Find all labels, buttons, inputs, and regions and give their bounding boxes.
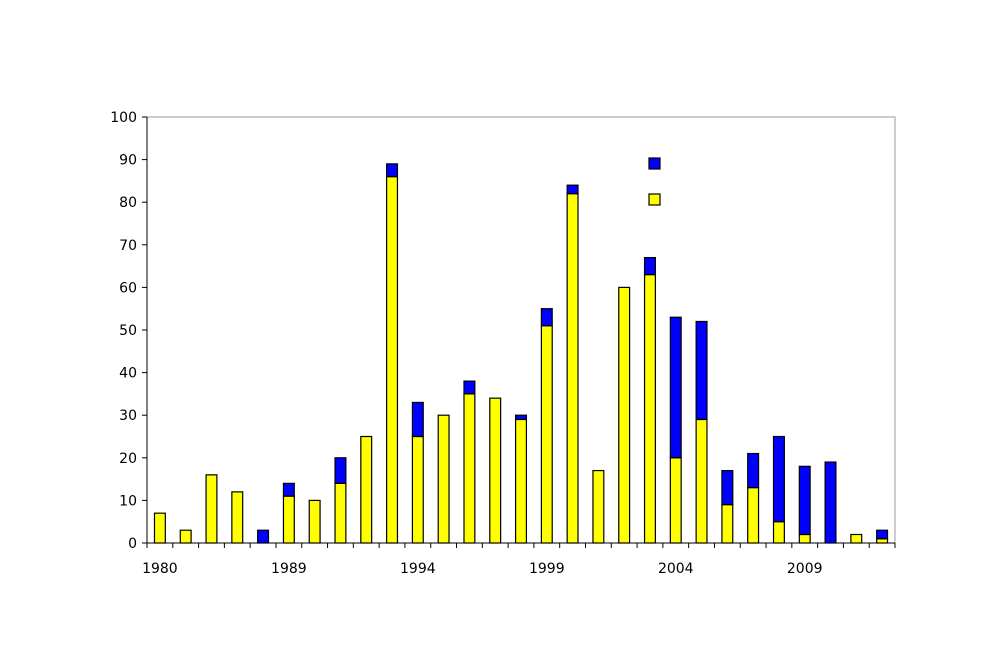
x-axis: 1980 1989 1994 1999 2004 2009 <box>142 542 896 577</box>
bar-segment-series-0 <box>205 474 218 544</box>
bar-segment-series-0 <box>231 491 244 544</box>
bar-segment-series-0 <box>798 533 811 544</box>
bar-segment-series-0 <box>360 435 373 544</box>
bar-segment-series-0 <box>540 325 553 544</box>
bar-segment-series-1 <box>463 380 476 395</box>
legend-swatch <box>648 193 661 206</box>
bar-segment-series-0 <box>282 495 295 544</box>
y-tick-label: 70 <box>119 238 137 254</box>
legend-swatch <box>648 157 661 170</box>
y-tick-label: 40 <box>119 366 137 382</box>
y-tick-label: 20 <box>119 451 137 467</box>
bar-segment-series-0 <box>463 393 476 544</box>
bar-segment-series-1 <box>386 163 399 178</box>
x-tick-label: 1989 <box>271 561 307 577</box>
y-tick-label: 10 <box>119 493 137 509</box>
bar-segment-series-1 <box>257 529 270 544</box>
bar-segment-series-1 <box>695 320 708 421</box>
bar-segment-series-1 <box>566 184 579 195</box>
bar-segment-series-0 <box>772 521 785 544</box>
bar-segment-series-0 <box>437 414 450 544</box>
y-tick-label: 30 <box>119 408 137 424</box>
bar-segment-series-1 <box>876 529 889 540</box>
bar-segment-series-0 <box>721 504 734 544</box>
bar-segment-series-1 <box>514 414 528 421</box>
bar-segment-series-1 <box>772 435 785 523</box>
bar-segment-series-0 <box>386 176 399 544</box>
bar-segment-series-1 <box>798 465 811 536</box>
bar-segment-series-0 <box>643 274 656 544</box>
bar-segment-series-0 <box>566 193 579 544</box>
y-tick-label: 50 <box>119 323 137 339</box>
y-tick-label: 90 <box>119 153 137 169</box>
bar-segment-series-0 <box>411 435 424 544</box>
bar-segment-series-1 <box>643 256 656 276</box>
bar-segment-series-0 <box>153 512 166 544</box>
x-tick-label: 1994 <box>400 561 436 577</box>
y-axis: 0 10 20 30 40 50 60 70 80 90 100 <box>110 110 148 552</box>
x-tick-label: 1999 <box>529 561 565 577</box>
bar-segment-series-1 <box>282 482 295 497</box>
bar-segment-series-1 <box>669 316 682 459</box>
bar-segment-series-0 <box>334 482 347 544</box>
bar-segment-series-0 <box>747 487 760 544</box>
bar-segment-series-1 <box>411 401 424 438</box>
bars-group <box>153 163 889 544</box>
bar-segment-series-0 <box>618 286 631 544</box>
bar-segment-series-1 <box>747 452 760 489</box>
bar-segment-series-1 <box>721 469 734 506</box>
bar-segment-series-0 <box>669 457 682 544</box>
bar-segment-series-1 <box>334 457 347 484</box>
bar-segment-series-0 <box>592 469 605 544</box>
x-tick-label: 2004 <box>658 561 694 577</box>
bar-segment-series-0 <box>514 418 528 544</box>
bar-segment-series-0 <box>695 418 708 544</box>
bar-segment-series-0 <box>850 533 863 544</box>
legend <box>648 157 661 206</box>
bar-segment-series-0 <box>876 538 889 544</box>
bar-segment-series-0 <box>179 529 192 544</box>
x-tick-label: 2009 <box>787 561 823 577</box>
bar-segment-series-0 <box>489 397 502 544</box>
bar-segment-series-1 <box>824 461 837 544</box>
y-tick-label: 80 <box>119 195 137 211</box>
x-tick-label: 1980 <box>142 561 178 577</box>
bar-segment-series-1 <box>540 308 553 327</box>
y-tick-label: 100 <box>110 110 137 126</box>
y-tick-label: 0 <box>128 536 137 552</box>
bar-segment-series-0 <box>308 499 321 544</box>
y-tick-label: 60 <box>119 280 137 296</box>
